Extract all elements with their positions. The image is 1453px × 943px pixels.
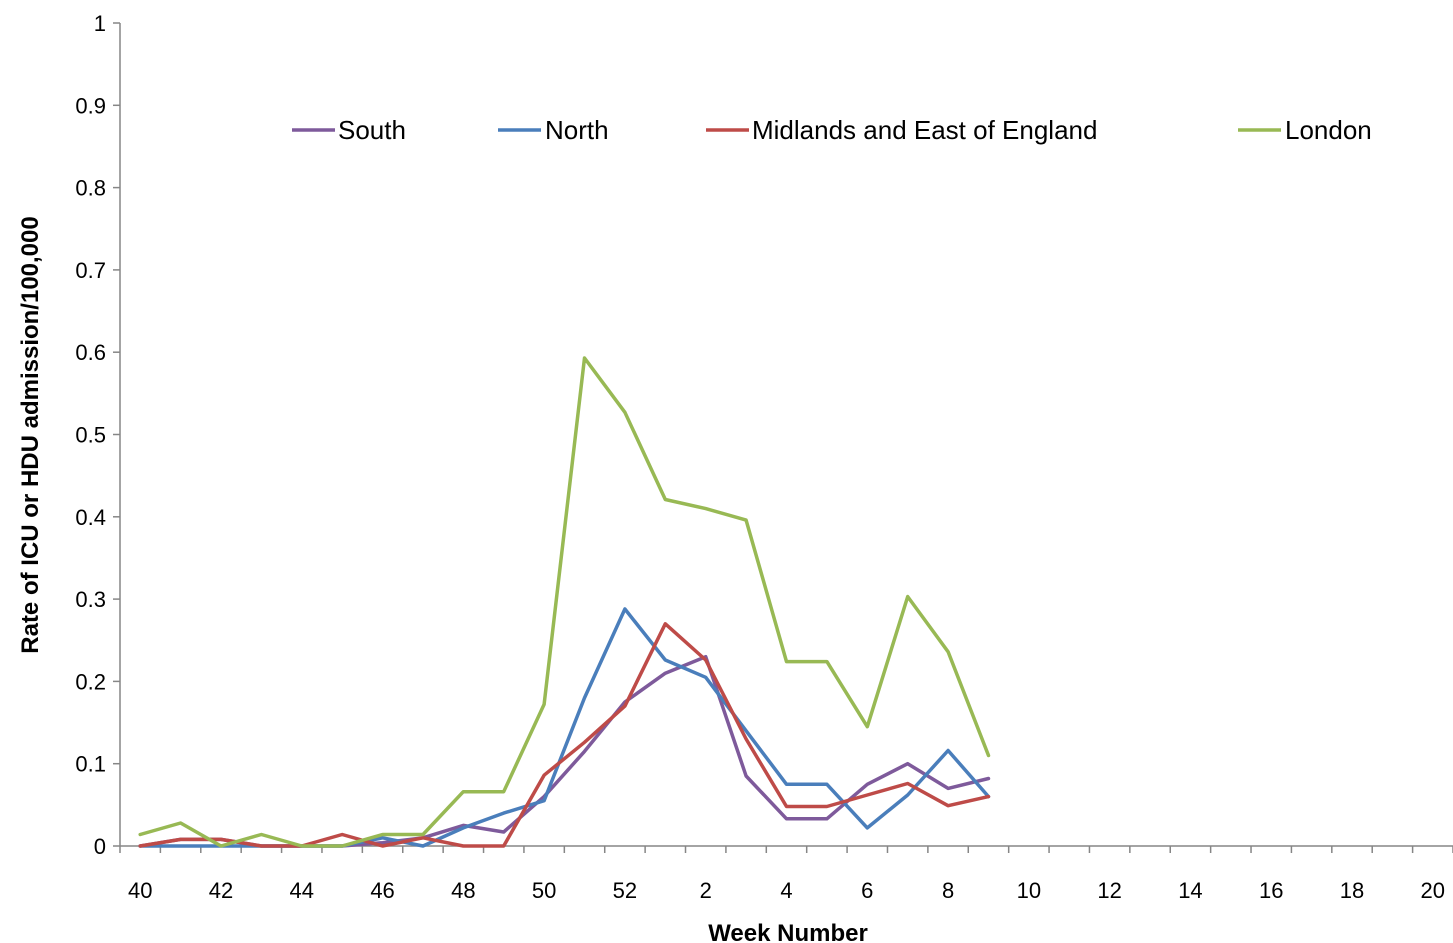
legend: South North Midlands and East of England Lo… bbox=[292, 115, 1372, 145]
axes bbox=[119, 23, 1453, 847]
x-tick-label: 20 bbox=[1421, 878, 1445, 903]
y-tick-label: 0.2 bbox=[75, 669, 106, 694]
legend-label-north: North bbox=[545, 115, 609, 145]
y-axis-title: Rate of ICU or HDU admission/100,000 bbox=[17, 216, 44, 653]
y-tick-label: 0.1 bbox=[75, 752, 106, 777]
x-tick-label: 4 bbox=[780, 878, 792, 903]
y-tick-label: 1 bbox=[94, 11, 106, 36]
x-tick-label: 8 bbox=[942, 878, 954, 903]
x-axis-title: Week Number bbox=[708, 920, 868, 943]
y-tick-label: 0.8 bbox=[75, 176, 106, 201]
x-tick-label: 40 bbox=[128, 878, 152, 903]
x-tick-label: 14 bbox=[1178, 878, 1202, 903]
legend-label-london: London bbox=[1285, 115, 1372, 145]
series-line-north bbox=[138, 607, 991, 848]
y-tick-label: 0.7 bbox=[75, 258, 106, 283]
series-line-midlands-and-east-of-england bbox=[138, 622, 991, 848]
x-tick-label: 42 bbox=[209, 878, 233, 903]
y-tick-label: 0.9 bbox=[75, 93, 106, 118]
legend-label-midlands-and-east-of-england: Midlands and East of England bbox=[752, 115, 1097, 145]
x-tick-label: 6 bbox=[861, 878, 873, 903]
y-tick-label: 0 bbox=[94, 834, 106, 859]
series-lines bbox=[138, 356, 991, 848]
x-tick-label: 50 bbox=[532, 878, 556, 903]
y-tick-label: 0.3 bbox=[75, 587, 106, 612]
x-axis-ticks: 40 42 44 46 48 50 52 2 4 6 8 10 12 14 16 18 20 bbox=[119, 846, 1453, 903]
x-tick-label: 12 bbox=[1097, 878, 1121, 903]
x-tick-label: 16 bbox=[1259, 878, 1283, 903]
y-axis-ticks: 0 0.1 0.2 0.3 0.4 0.5 0.6 0.7 0.8 0.9 1 bbox=[75, 11, 120, 859]
x-tick-label: 44 bbox=[290, 878, 314, 903]
x-tick-label: 48 bbox=[451, 878, 475, 903]
legend-label-south: South bbox=[338, 115, 406, 145]
y-tick-label: 0.4 bbox=[75, 505, 106, 530]
x-tick-label: 2 bbox=[700, 878, 712, 903]
y-tick-label: 0.5 bbox=[75, 423, 106, 448]
y-tick-label: 0.6 bbox=[75, 340, 106, 365]
series-line-london bbox=[138, 356, 991, 848]
x-tick-label: 52 bbox=[613, 878, 637, 903]
x-tick-label: 18 bbox=[1340, 878, 1364, 903]
x-tick-label: 46 bbox=[370, 878, 394, 903]
x-tick-label: 10 bbox=[1017, 878, 1041, 903]
